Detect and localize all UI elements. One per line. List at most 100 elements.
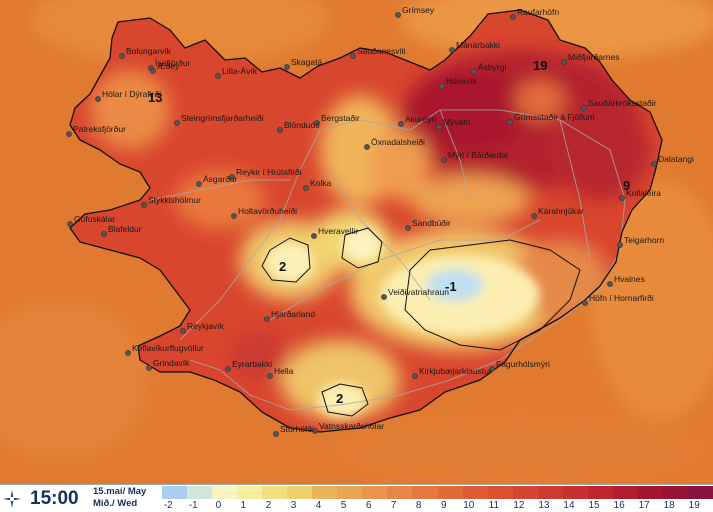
scale-label: 4 [315, 500, 322, 511]
scale-swatch [187, 486, 213, 499]
scale-swatch [662, 486, 689, 499]
place-label: Steingrímsfjarðarheiði [181, 113, 264, 123]
scale-label: 14 [563, 500, 575, 511]
station-dot [196, 181, 202, 187]
place-label: Veiðivatnahraun [388, 287, 449, 297]
station-dot [284, 64, 290, 70]
scale-label: 19 [688, 500, 700, 511]
station-dot [95, 96, 101, 102]
station-dot [225, 366, 231, 372]
place-label: Ísafjörður [155, 58, 191, 68]
station-dot [125, 350, 131, 356]
scale-label: 18 [663, 500, 675, 511]
station-dot [412, 373, 418, 379]
scale-label: -2 [163, 500, 173, 511]
scale-swatch [387, 486, 413, 499]
place-label: Vatnsskarðshólar [319, 421, 384, 431]
place-label: Kárahnjúkar [538, 206, 584, 216]
place-label: Sauðanesviti [357, 46, 406, 56]
scale-swatch [362, 486, 388, 499]
scale-swatch [237, 486, 263, 499]
place-label: Mánárbakki [456, 40, 500, 50]
scale-swatch [687, 486, 713, 499]
place-label: Æðey [157, 61, 180, 71]
scale-label: 5 [340, 500, 347, 511]
place-label: Teigarhorn [624, 235, 664, 245]
station-dot [119, 53, 125, 59]
place-label: Keflavíkurflugvöllur [132, 343, 204, 353]
place-label: Reykir í Hrútafirði [236, 167, 302, 177]
scale-swatch [437, 486, 464, 499]
station-dot [350, 53, 356, 59]
place-label: Dalatangi [658, 154, 694, 164]
scale-swatch [512, 486, 539, 499]
place-label: Hjarðarland [271, 309, 315, 319]
station-dot [381, 294, 387, 300]
scale-swatch [587, 486, 614, 499]
station-dot [66, 131, 72, 137]
place-label: Grindavík [153, 358, 190, 368]
temperature-field [70, 10, 662, 432]
place-label: Ásgarður [203, 174, 238, 184]
scale-label: 2 [265, 500, 272, 511]
place-label: Stykkishólmur [148, 195, 201, 205]
temperature-value: 2 [336, 391, 343, 406]
station-dot [617, 242, 623, 248]
station-dot [439, 83, 445, 89]
station-dot [619, 195, 625, 201]
station-dot [101, 231, 107, 237]
scale-swatch [637, 486, 664, 499]
station-dot [561, 59, 567, 65]
station-dot [405, 225, 411, 231]
place-label: Hella [274, 366, 294, 376]
station-dot [582, 300, 588, 306]
temperature-value: -1 [445, 279, 457, 294]
station-dot [273, 431, 279, 437]
place-label: Bolungarvík [126, 46, 172, 56]
scale-swatch [462, 486, 489, 499]
place-label: Gufuskálar [74, 214, 115, 224]
place-label: Kolka [310, 178, 332, 188]
place-label: Hólar í Dýrafirði [102, 89, 161, 99]
scale-swatch [487, 486, 514, 499]
station-dot [67, 221, 73, 227]
station-dot [180, 328, 186, 334]
station-dot [489, 366, 495, 372]
temperature-value: 19 [533, 58, 547, 73]
place-label: Ásbyrgi [478, 62, 506, 72]
place-label: Raufarhöfn [517, 7, 559, 17]
station-dot [267, 373, 273, 379]
station-dot [531, 213, 537, 219]
scale-swatch [537, 486, 564, 499]
scale-label: 17 [638, 500, 650, 511]
temperature-value: 9 [623, 178, 630, 193]
station-dot [150, 68, 156, 74]
scale-swatch [287, 486, 313, 499]
scale-swatch [312, 486, 338, 499]
place-label: Fagurhólsmýri [496, 359, 550, 369]
scale-label: 15 [588, 500, 600, 511]
place-label: Stórhöfði [280, 424, 314, 434]
place-label: Holtavörðuheiði [238, 206, 297, 216]
place-label: Reykjavík [187, 321, 225, 331]
station-dot [398, 121, 404, 127]
station-dot [229, 174, 235, 180]
station-dot [311, 233, 317, 239]
scale-label: 9 [440, 500, 447, 511]
scale-label: 3 [290, 500, 297, 511]
station-dot [146, 365, 152, 371]
place-label: Eyrarbakki [232, 359, 272, 369]
scale-label: 0 [215, 500, 222, 511]
forecast-date: 15.maí/ May [93, 486, 147, 497]
place-label: Öxnadalsheiði [371, 137, 425, 147]
scale-label: 11 [488, 500, 500, 511]
footer-bar: 15:00 15.maí/ May Mið./ Wed -2 -1 0 1 2 3 4 5 6 7… [0, 484, 713, 512]
scale-swatch [212, 486, 238, 499]
place-label: Patreksfjörður [73, 124, 126, 134]
station-dot [231, 213, 237, 219]
station-dot [364, 144, 370, 150]
glacier-outlines [261, 227, 581, 417]
temperature-value: 2 [279, 259, 286, 274]
place-label: Grímsstaðir á Fjöllum [514, 112, 595, 122]
temperature-color-scale: -2 -1 0 1 2 3 4 5 6 7 8 9 10 11 12 13 14 15 16 17 18 19 [162, 486, 713, 512]
